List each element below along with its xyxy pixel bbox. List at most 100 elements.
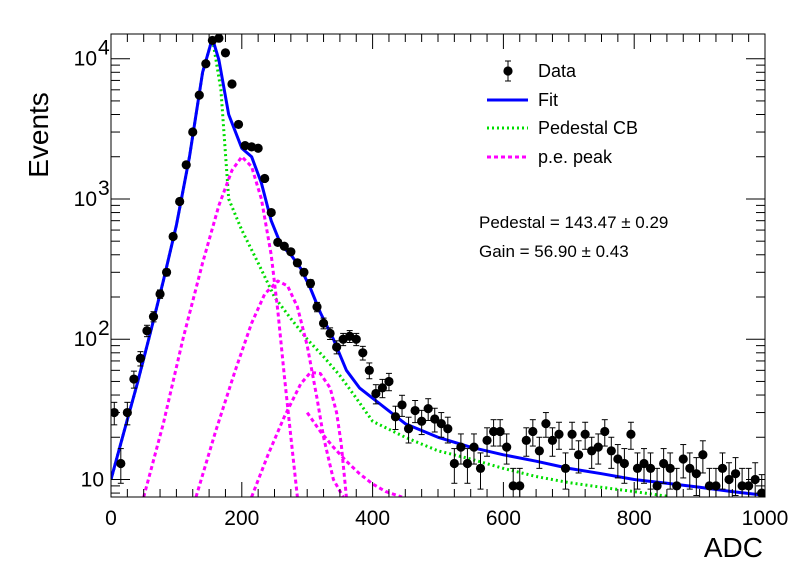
data-point (233, 119, 244, 130)
data-point (698, 440, 708, 474)
data-point (482, 427, 492, 457)
data-marker (161, 267, 172, 277)
data-marker (129, 374, 139, 384)
data-marker (737, 481, 747, 491)
data-point (384, 372, 394, 392)
data-point (142, 324, 152, 338)
x-tick-label: 200 (224, 507, 259, 530)
data-point (227, 79, 237, 89)
data-marker (318, 318, 329, 328)
data-marker (155, 289, 165, 299)
series-line-pe3 (250, 370, 348, 497)
data-point (534, 436, 544, 469)
data-marker (377, 383, 388, 393)
data-point (645, 452, 656, 490)
data-marker (410, 405, 420, 416)
data-point (175, 196, 185, 207)
data-point (443, 416, 453, 444)
data-point (129, 370, 139, 389)
data-marker (488, 426, 499, 437)
data-point (332, 340, 342, 355)
annotation-pedestal: Pedestal = 143.47 ± 0.29 (479, 213, 668, 232)
data-marker (502, 442, 512, 452)
data-point (161, 267, 172, 277)
data-point (685, 452, 695, 490)
data-marker (175, 196, 185, 207)
data-point (397, 394, 407, 417)
data-point (488, 419, 499, 447)
legend-entry-fit: Fit (487, 90, 558, 110)
legend-entry-pedestal: Pedestal CB (487, 118, 638, 138)
data-point (436, 412, 446, 438)
data-marker (364, 365, 374, 375)
data-point (502, 433, 512, 465)
annotation-gain: Gain = 56.90 ± 0.43 (479, 242, 629, 261)
data-marker (417, 416, 427, 426)
data-marker (698, 450, 708, 460)
data-point (286, 247, 296, 257)
legend-marker (503, 66, 513, 76)
data-marker (142, 326, 152, 336)
data-points (111, 34, 765, 497)
data-marker (574, 450, 584, 460)
data-point (116, 448, 126, 484)
data-marker (626, 429, 636, 439)
data-point (665, 452, 675, 490)
data-point (678, 444, 688, 479)
data-point (672, 467, 682, 497)
data-marker (201, 59, 211, 69)
data-marker (508, 481, 518, 491)
data-marker (332, 342, 342, 352)
data-point (632, 452, 643, 490)
x-tick-label: 600 (486, 507, 521, 530)
data-point (652, 467, 662, 497)
data-marker (220, 48, 231, 58)
data-marker (456, 442, 466, 452)
data-marker (528, 426, 538, 437)
data-marker (449, 458, 459, 469)
data-point (462, 448, 473, 484)
data-point (541, 412, 551, 438)
data-point (613, 444, 623, 479)
data-marker (168, 231, 178, 242)
data-marker (299, 267, 309, 277)
data-marker (567, 429, 577, 439)
data-marker (403, 424, 414, 434)
data-point (220, 48, 231, 58)
legend-label: Data (538, 61, 577, 81)
data-marker (305, 278, 316, 289)
data-point (253, 143, 263, 153)
data-point (574, 440, 584, 474)
data-marker (541, 419, 551, 429)
data-marker (194, 90, 204, 100)
data-point (364, 362, 374, 380)
data-point (279, 241, 289, 251)
data-point (188, 127, 198, 137)
data-point (626, 421, 636, 450)
data-point (299, 267, 309, 277)
y-axis-title: Events (23, 92, 54, 178)
data-point (371, 384, 381, 405)
data-marker (632, 463, 643, 473)
data-marker (554, 429, 564, 439)
data-point (122, 401, 132, 426)
data-point (292, 258, 302, 268)
data-point (580, 421, 590, 450)
data-marker (116, 458, 126, 469)
data-point (417, 409, 427, 436)
data-marker (606, 446, 616, 456)
data-point (266, 207, 276, 218)
legend-label: p.e. peak (538, 147, 613, 167)
data-marker (390, 412, 401, 422)
legend-entry-data: Data (503, 60, 577, 82)
data-marker (430, 414, 440, 424)
series-line-pe1 (142, 155, 299, 497)
data-marker (266, 207, 276, 218)
data-marker (685, 463, 695, 473)
data-marker (462, 458, 473, 469)
data-marker (227, 79, 237, 89)
data-point (423, 398, 433, 421)
data-marker (600, 426, 610, 437)
data-point (475, 452, 486, 490)
data-marker (436, 419, 446, 429)
